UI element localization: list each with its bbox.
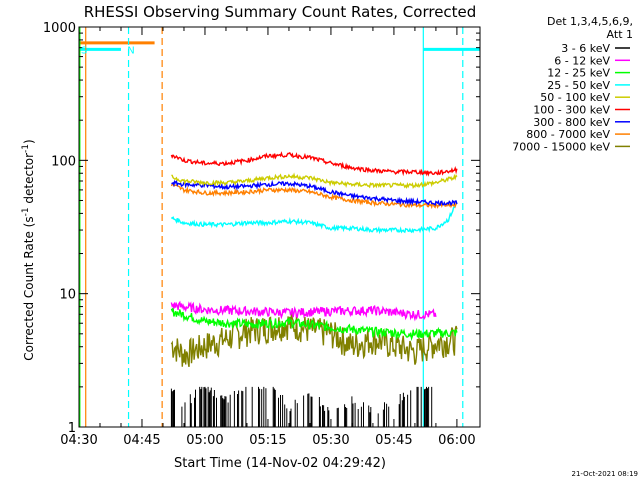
event-lines: [79, 27, 464, 427]
x-tick-label: 04:45: [123, 433, 160, 448]
series-300-800-kev: [171, 179, 458, 207]
y-axis-label: Corrected Count Rate (s-1 detector-1): [21, 139, 36, 360]
legend-label: 100 - 300 keV: [533, 104, 610, 117]
series-trace: [171, 172, 458, 190]
data-series: [170, 151, 458, 427]
series-100-300-kev: [170, 151, 458, 177]
annotation-label: S: [81, 45, 87, 56]
legend-label: 300 - 800 keV: [533, 116, 610, 129]
series-trace: [171, 179, 458, 207]
series-trace: [170, 202, 458, 235]
x-tick-label: 05:00: [186, 433, 223, 448]
series-800-7000-kev: [170, 182, 458, 210]
series-trace: [170, 312, 458, 368]
series-trace: [170, 300, 437, 322]
chart-title: RHESSI Observing Summary Count Rates, Co…: [84, 3, 477, 21]
series-trace: [170, 307, 458, 342]
series-3-6-kev: [170, 386, 433, 427]
y-tick-label: 1: [68, 421, 76, 436]
footer-timestamp: 21-Oct-2021 08:19: [572, 470, 638, 478]
x-axis-label: Start Time (14-Nov-02 04:29:42): [174, 456, 386, 471]
series-trace: [170, 386, 433, 427]
legend-label: 12 - 25 keV: [547, 67, 610, 80]
series-trace: [170, 182, 458, 210]
x-tick-label: 05:45: [375, 433, 412, 448]
x-tick-label: 05:30: [312, 433, 349, 448]
series-6-12-kev: [170, 300, 437, 322]
legend-label: 7000 - 15000 keV: [512, 140, 610, 153]
series-trace: [170, 151, 458, 177]
annotation-label: N: [127, 45, 134, 56]
legend-header-2: Att 1: [607, 28, 633, 41]
series-50-100-kev: [171, 172, 458, 190]
x-tick-label: 04:30: [60, 433, 97, 448]
legend-label: 800 - 7000 keV: [526, 128, 610, 141]
series-25-50-kev: [170, 202, 458, 235]
legend-header-1: Det 1,3,4,5,6,9,: [547, 15, 633, 28]
x-tick-label: 06:00: [438, 433, 475, 448]
plot-frame: [78, 26, 481, 428]
legend-label: 50 - 100 keV: [540, 91, 610, 104]
x-tick-label: 05:15: [249, 433, 286, 448]
axes: 04:30 04:45 05:00 05:15 05:30 05:45 06:00 1 10 10…: [43, 21, 480, 448]
legend-label: 6 - 12 keV: [554, 54, 610, 67]
series-7000-15000-kev: [170, 312, 458, 368]
y-tick-label: 10: [59, 288, 76, 303]
legend-label: 25 - 50 keV: [547, 79, 610, 92]
legend-label: 3 - 6 keV: [561, 42, 610, 55]
y-tick-label: 100: [51, 154, 76, 169]
series-12-25-kev: [170, 307, 458, 342]
y-tick-label: 1000: [43, 21, 76, 36]
